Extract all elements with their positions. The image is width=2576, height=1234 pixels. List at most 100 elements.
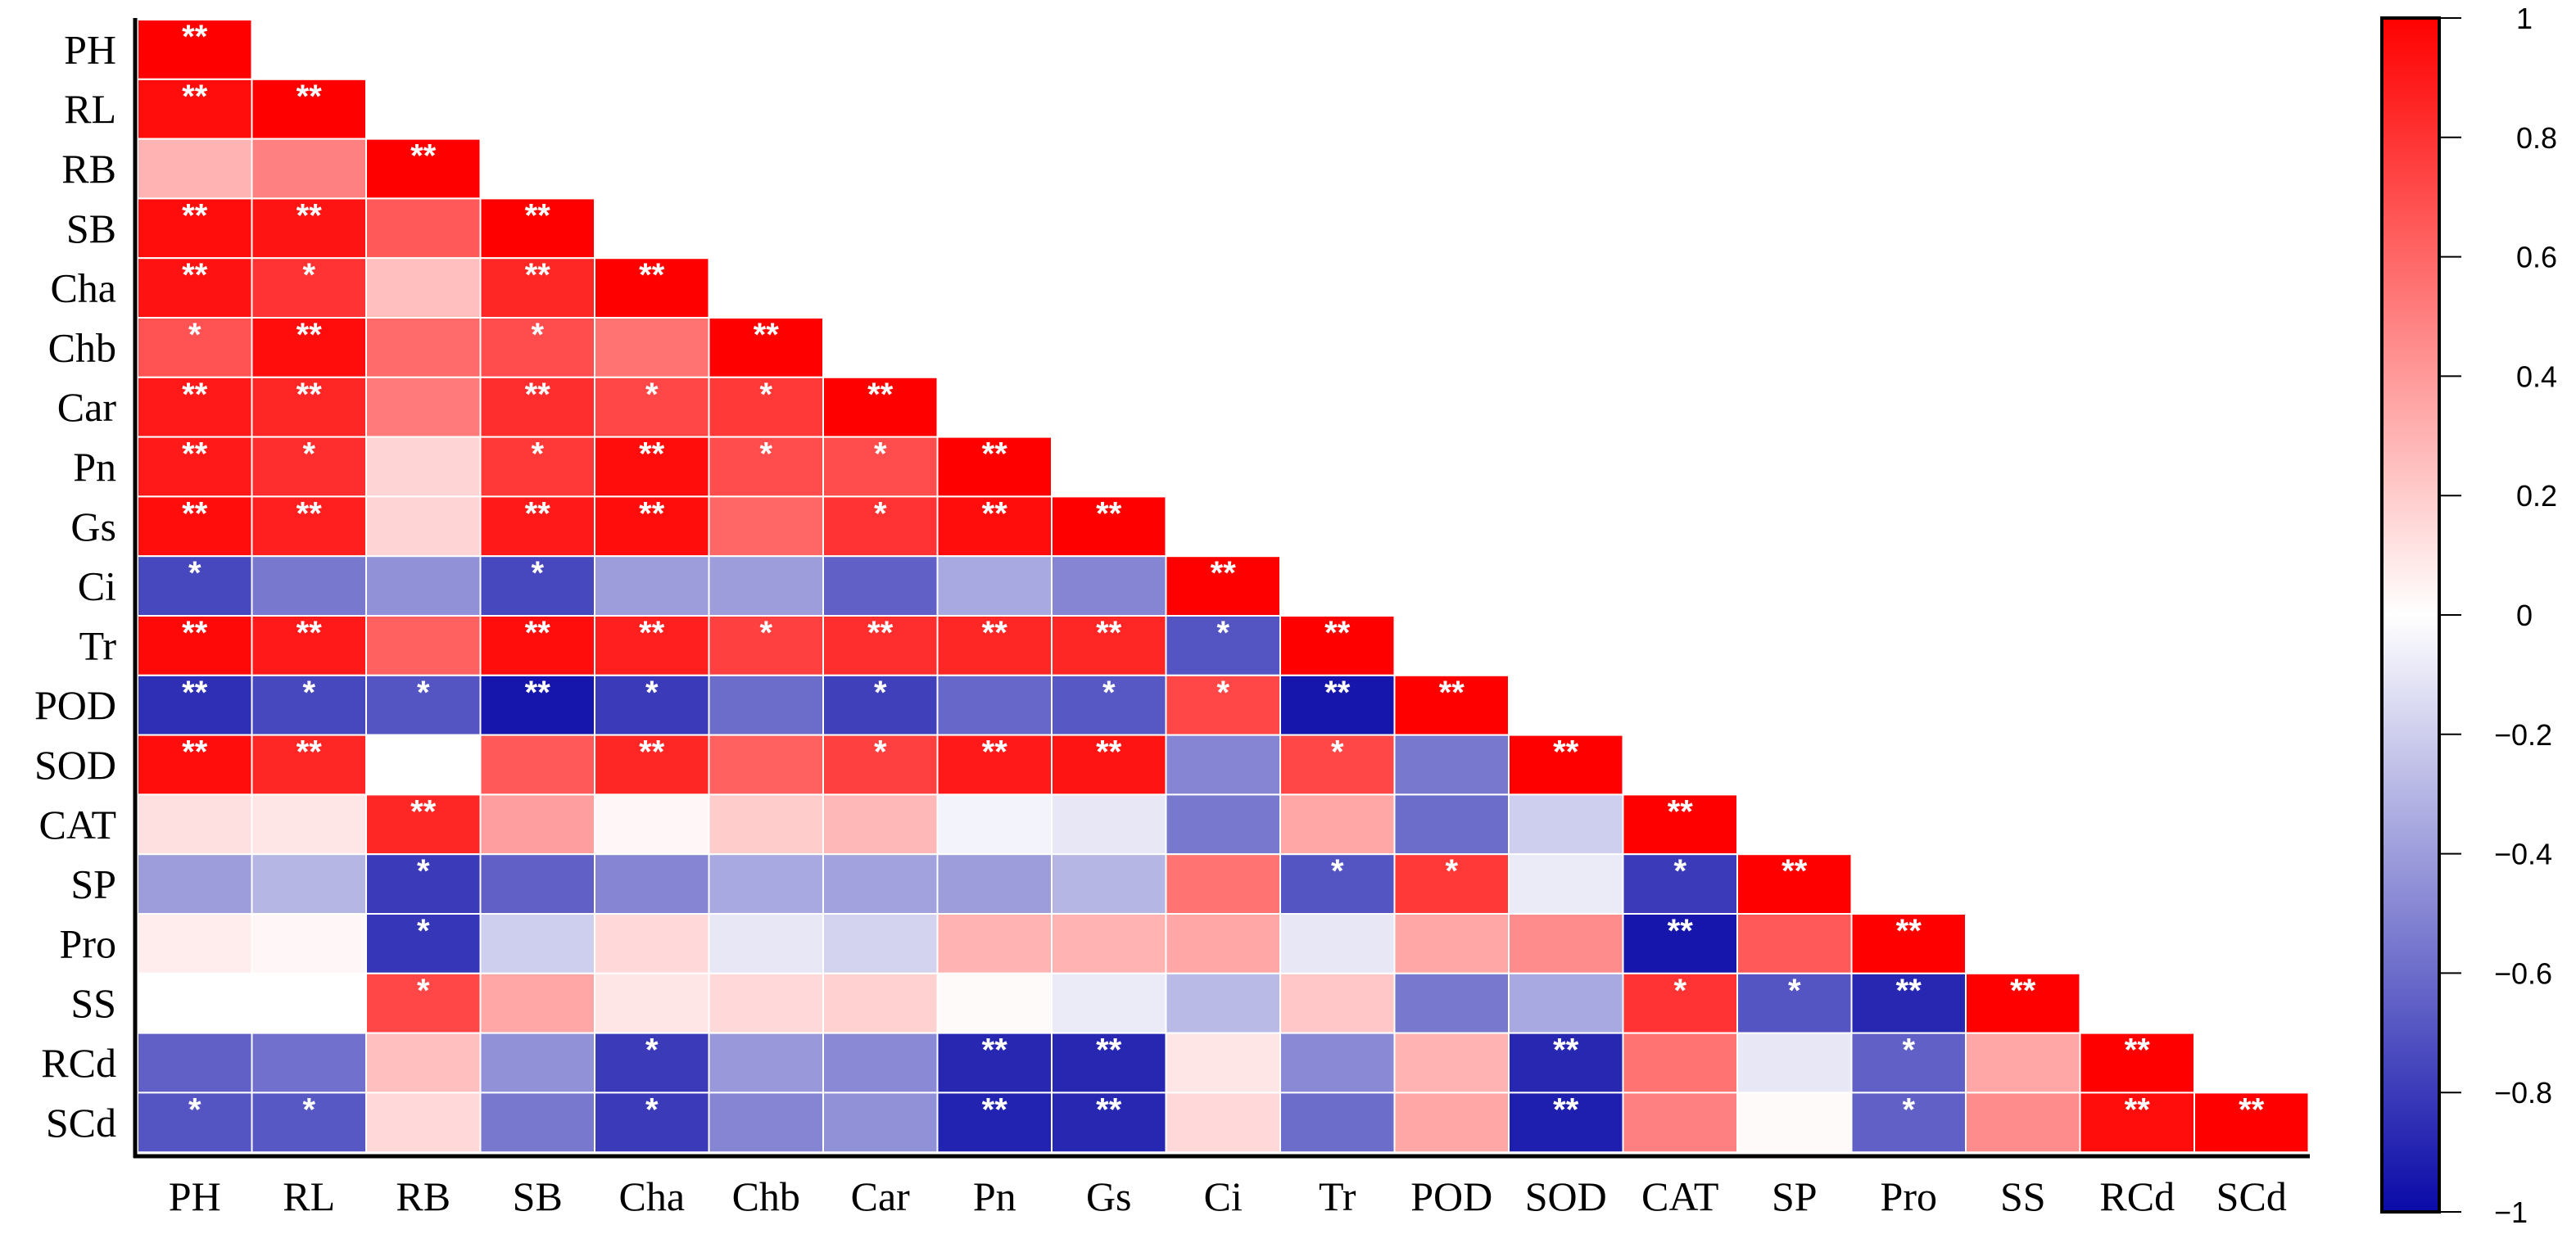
cell-Pro-SP — [1736, 913, 1853, 974]
cell-POD-Car — [822, 674, 939, 736]
cell-Gs-Chb — [708, 495, 824, 558]
cell-SP-Ci — [1165, 853, 1281, 915]
cell-CAT-Chb — [708, 793, 824, 856]
y-tick-label: Car — [57, 384, 117, 430]
significance-marker: ** — [182, 257, 208, 293]
x-tick-label: Tr — [1319, 1173, 1356, 1219]
cell-Pro-RB — [365, 913, 482, 974]
significance-marker: * — [1331, 853, 1344, 889]
x-tick-label: Pn — [973, 1173, 1016, 1219]
significance-marker: ** — [525, 257, 551, 293]
significance-marker: ** — [1211, 555, 1237, 591]
cell-Ci-SB — [479, 555, 595, 617]
cell-RB-PH — [137, 138, 253, 200]
cell-SCd-Tr — [1279, 1092, 1396, 1154]
significance-marker: ** — [982, 436, 1008, 472]
significance-marker: * — [1216, 615, 1229, 651]
significance-marker: ** — [182, 675, 208, 711]
y-tick-label: Pro — [60, 920, 116, 966]
significance-marker: * — [417, 853, 430, 889]
significance-marker: * — [1102, 675, 1116, 711]
cell-POD-PH — [137, 674, 253, 736]
cell-CAT-Car — [822, 793, 939, 856]
cell-SOD-Chb — [708, 734, 824, 796]
significance-marker: ** — [639, 735, 665, 771]
significance-marker: * — [1331, 735, 1344, 771]
significance-marker: ** — [1096, 1092, 1122, 1128]
cell-SS-Car — [822, 972, 939, 1034]
significance-marker: ** — [1668, 913, 1694, 949]
cell-POD-Cha — [594, 674, 710, 736]
significance-marker: ** — [182, 377, 208, 413]
y-tick-label: SP — [70, 861, 116, 907]
cell-POD-Ci — [1165, 674, 1281, 736]
cell-Cha-PH — [137, 257, 253, 319]
cell-Ci-Cha — [594, 555, 710, 617]
significance-marker: * — [302, 675, 315, 711]
x-tick-label: PH — [169, 1173, 221, 1219]
cell-CAT-RL — [251, 793, 367, 856]
significance-marker: * — [188, 555, 201, 591]
y-tick-label: RB — [61, 146, 116, 192]
cell-RCd-Car — [822, 1032, 939, 1094]
cell-Cha-RB — [365, 257, 482, 319]
cell-SOD-SOD — [1508, 734, 1624, 796]
cell-SB-RB — [365, 197, 482, 260]
significance-marker: ** — [1553, 735, 1579, 771]
significance-marker: ** — [754, 317, 780, 353]
cell-SOD-SB — [479, 734, 595, 796]
cell-SS-Tr — [1279, 972, 1396, 1034]
cell-RB-RB — [365, 138, 482, 200]
cell-Gs-SB — [479, 495, 595, 558]
significance-marker: * — [302, 257, 315, 293]
significance-marker: ** — [1896, 913, 1922, 949]
cell-RCd-Gs — [1051, 1032, 1167, 1094]
cell-Ci-Car — [822, 555, 939, 617]
cell-Tr-Ci — [1165, 615, 1281, 676]
significance-marker: ** — [182, 197, 208, 233]
cell-Ci-Pn — [936, 555, 1053, 617]
cell-CAT-POD — [1393, 793, 1510, 856]
x-tick-label: RCd — [2099, 1173, 2175, 1219]
y-tick-label: CAT — [39, 802, 116, 848]
significance-marker: ** — [182, 79, 208, 115]
significance-marker: ** — [182, 495, 208, 531]
significance-marker: ** — [1553, 1033, 1579, 1069]
cell-CAT-SB — [479, 793, 595, 856]
cell-Gs-PH — [137, 495, 253, 558]
x-tick-label: SS — [2000, 1173, 2046, 1219]
cell-Pro-PH — [137, 913, 253, 974]
x-tick-label: SB — [513, 1173, 563, 1219]
cell-SS-Chb — [708, 972, 824, 1034]
significance-marker: ** — [2239, 1092, 2265, 1128]
cell-SS-CAT — [1622, 972, 1738, 1034]
cell-Gs-RB — [365, 495, 482, 558]
y-tick-label: SOD — [34, 742, 116, 788]
cell-Ci-RL — [251, 555, 367, 617]
significance-marker: ** — [867, 615, 894, 651]
colorbar-tick-label: −0.6 — [2494, 956, 2552, 990]
y-tick-label: PH — [64, 26, 116, 72]
cell-SS-SP — [1736, 972, 1853, 1034]
colorbar-ticks: 1 0.8 0.6 0.4 0.2 0 −0.2 −0.4 −0.6 −0.8 −1 — [2380, 2, 2557, 1229]
significance-marker: ** — [525, 615, 551, 651]
cell-RCd-SB — [479, 1032, 595, 1094]
significance-marker: ** — [297, 317, 323, 353]
cell-RCd-CAT — [1622, 1032, 1738, 1094]
significance-marker: ** — [639, 436, 665, 472]
cell-SS-Cha — [594, 972, 710, 1034]
x-tick-label: Car — [851, 1173, 911, 1219]
colorbar-tick-label: −0.2 — [2494, 718, 2552, 752]
cell-Pro-POD — [1393, 913, 1510, 974]
significance-marker: ** — [2010, 973, 2036, 1009]
cell-SCd-POD — [1393, 1092, 1510, 1154]
significance-marker: * — [531, 436, 544, 472]
significance-marker: ** — [182, 436, 208, 472]
heatmap-cells: **** ****** ** **** * ** *** ** * **** ** ** * * **** *… — [137, 19, 2310, 1154]
significance-marker: ** — [982, 1092, 1008, 1128]
y-tick-label: Pn — [73, 444, 116, 490]
cell-SP-Chb — [708, 853, 824, 915]
cell-RCd-SS — [1965, 1032, 2081, 1094]
significance-marker: * — [874, 675, 887, 711]
